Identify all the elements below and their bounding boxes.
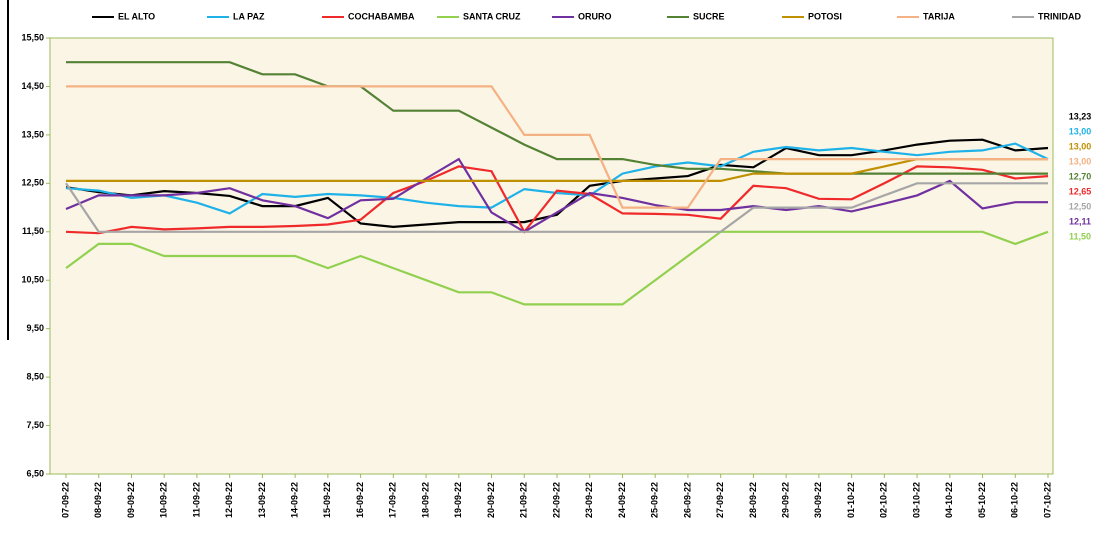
legend-label: EL ALTO: [118, 11, 155, 21]
end-label: 11,50: [1069, 231, 1091, 241]
x-tick-label: 04-10-22: [944, 482, 954, 518]
x-tick-label: 18-09-22: [420, 482, 430, 518]
end-label: 13,23: [1069, 111, 1092, 121]
x-tick-label: 26-09-22: [682, 482, 692, 518]
x-tick-label: 16-09-22: [355, 482, 365, 518]
end-label: 13,00: [1069, 141, 1092, 151]
y-tick-label: 15,50: [21, 32, 44, 42]
x-tick-label: 19-09-22: [453, 482, 463, 518]
x-tick-label: 10-09-22: [159, 482, 169, 518]
y-tick-label: 12,50: [21, 178, 44, 188]
series-line: [65, 138, 1049, 229]
x-tick-label: 28-09-22: [748, 482, 758, 518]
series-line: [66, 61, 1048, 175]
x-tick-label: 20-09-22: [486, 482, 496, 518]
legend-label: LA PAZ: [233, 11, 265, 21]
y-tick-label: 7,50: [26, 420, 44, 430]
end-label: 12,65: [1069, 186, 1092, 196]
x-tick-label: 22-09-22: [551, 482, 561, 518]
x-tick-label: 30-09-22: [813, 482, 823, 518]
end-label: 12,70: [1069, 171, 1092, 181]
x-tick-label: 09-09-22: [126, 482, 136, 518]
legend-label: SUCRE: [693, 11, 725, 21]
y-tick-label: 10,50: [21, 275, 44, 285]
end-label: 13,00: [1069, 126, 1092, 136]
x-tick-label: 15-09-22: [322, 482, 332, 518]
y-tick-label: 11,50: [22, 226, 44, 236]
x-tick-label: 24-09-22: [617, 482, 627, 518]
x-tick-label: 11-09-22: [191, 482, 201, 518]
series-line: [65, 182, 1048, 233]
x-tick-label: 13-09-22: [257, 482, 267, 518]
series-line: [66, 85, 1048, 209]
x-tick-label: 03-10-22: [911, 482, 921, 518]
legend-label: TARIJA: [923, 11, 955, 21]
y-tick-label: 9,50: [26, 323, 44, 333]
x-tick-label: 17-09-22: [388, 482, 398, 518]
x-tick-label: 14-09-22: [290, 482, 300, 518]
series-line: [65, 165, 1049, 235]
x-tick-label: 25-09-22: [650, 482, 660, 518]
series-line: [65, 230, 1049, 306]
legend-label: COCHABAMBA: [348, 11, 415, 21]
series-line: [66, 158, 1048, 182]
y-tick-label: 6,50: [26, 468, 44, 478]
end-label: 12,11: [1069, 216, 1091, 226]
x-tick-label: 02-10-22: [879, 482, 889, 518]
x-tick-label: 23-09-22: [584, 482, 594, 518]
x-tick-label: 12-09-22: [224, 482, 234, 518]
x-tick-label: 27-09-22: [715, 482, 725, 518]
legend-label: SANTA CRUZ: [463, 11, 521, 21]
x-tick-label: 07-09-22: [60, 482, 70, 518]
y-tick-label: 14,50: [21, 81, 44, 91]
y-tick-label: 13,50: [21, 129, 44, 139]
series-line: [65, 142, 1049, 215]
x-tick-label: 08-09-22: [93, 482, 103, 518]
x-tick-label: 29-09-22: [781, 482, 791, 518]
y-tick-label: 8,50: [26, 371, 44, 381]
legend-label: POTOSI: [808, 11, 842, 21]
legend-label: ORURO: [578, 11, 612, 21]
end-label: 12,50: [1069, 201, 1092, 211]
x-tick-label: 05-10-22: [977, 482, 987, 518]
series-line: [65, 157, 1048, 234]
x-tick-label: 06-10-22: [1010, 482, 1020, 518]
legend-label: TRINIDAD: [1038, 11, 1081, 21]
end-label: 13,00: [1069, 156, 1092, 166]
x-tick-label: 01-10-22: [846, 482, 856, 518]
x-tick-label: 21-09-22: [519, 482, 529, 518]
x-tick-label: 07-10-22: [1042, 482, 1052, 518]
